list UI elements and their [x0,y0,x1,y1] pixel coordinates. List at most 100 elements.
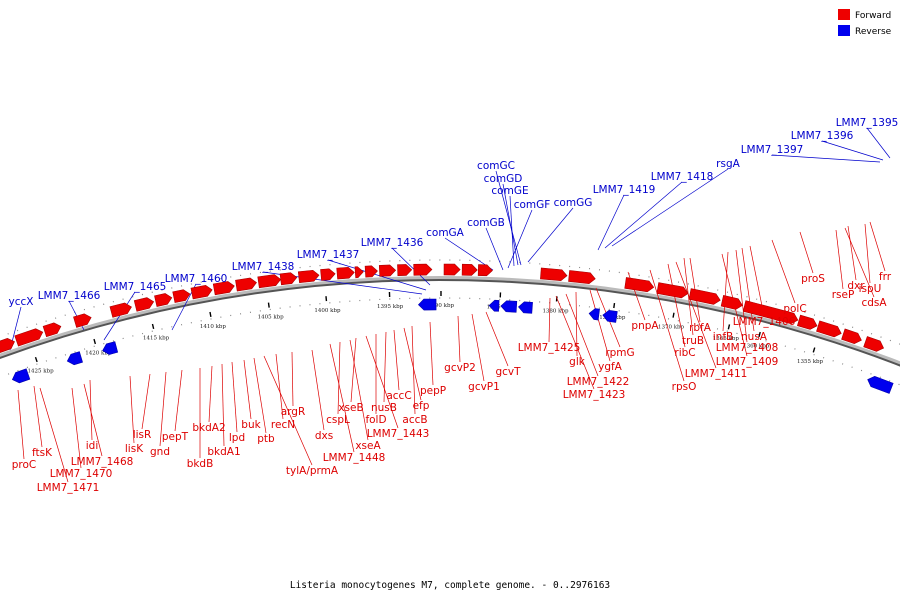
forward-gene-label[interactable]: frr [879,271,892,283]
forward-gene-label[interactable]: ispU [859,283,882,295]
reverse-gene-label[interactable]: LMM7_1396 [791,130,854,142]
reverse-gene-label[interactable]: LMM7_1438 [232,261,295,273]
forward-gene[interactable] [320,268,336,281]
forward-gene[interactable] [656,282,689,299]
forward-gene[interactable] [0,338,15,354]
forward-gene-label[interactable]: lpd [229,432,245,444]
forward-gene[interactable] [413,263,433,276]
forward-gene-label[interactable]: pepP [420,385,446,397]
reverse-gene-label[interactable]: LMM7_1418 [651,171,714,183]
forward-gene-label[interactable]: ptb [257,433,275,445]
forward-gene-label[interactable]: infB [713,331,733,343]
forward-gene-label[interactable]: efp [413,400,430,412]
forward-gene[interactable] [742,300,799,325]
forward-gene[interactable] [797,314,818,330]
reverse-gene[interactable] [500,300,518,313]
forward-gene-label[interactable]: nusA [741,331,768,343]
forward-gene-label[interactable]: gnd [150,446,170,458]
forward-gene-label[interactable]: rpsO [672,381,697,393]
forward-gene[interactable] [257,274,282,289]
forward-gene[interactable] [443,263,461,276]
forward-gene[interactable] [720,295,743,310]
forward-gene-label[interactable]: idi [86,440,99,452]
forward-gene[interactable] [863,336,885,352]
forward-gene-label[interactable]: proS [801,273,825,285]
forward-gene[interactable] [354,266,364,279]
forward-gene-label[interactable]: LMM7_1471 [37,482,100,494]
forward-gene-label[interactable]: accC [386,390,411,402]
forward-gene-label[interactable]: dxr [847,280,865,292]
reverse-gene[interactable] [602,310,618,323]
forward-gene-label[interactable]: LMM7_1448 [323,452,386,464]
reverse-gene-label[interactable]: comGG [554,197,593,209]
forward-gene[interactable] [14,328,44,347]
forward-gene[interactable] [212,281,235,296]
forward-gene[interactable] [568,270,596,284]
reverse-gene[interactable] [11,368,31,384]
forward-gene[interactable] [841,328,862,344]
reverse-gene-label[interactable]: LMM7_1397 [741,144,804,156]
forward-gene[interactable] [73,313,92,328]
forward-gene-label[interactable]: LMM7_1443 [367,428,430,440]
reverse-gene-label[interactable]: yccX [9,296,34,308]
forward-gene-label[interactable]: recN [271,419,295,431]
forward-gene-label[interactable]: rbfA [689,322,712,334]
reverse-gene[interactable] [867,375,894,394]
forward-gene[interactable] [624,277,655,293]
forward-gene[interactable] [133,297,155,312]
forward-gene-label[interactable]: tylA/prmA [286,465,339,477]
forward-gene-label[interactable]: bkdA2 [192,422,225,434]
forward-gene[interactable] [540,267,568,282]
forward-gene-label[interactable]: bkdB [187,458,214,470]
reverse-gene-label[interactable]: LMM7_1395 [836,117,899,129]
forward-gene-label[interactable]: folD [365,414,386,426]
forward-gene-label[interactable]: LMM7_1409 [716,356,779,368]
reverse-gene-label[interactable]: LMM7_1465 [104,281,167,293]
reverse-gene-label[interactable]: LMM7_1436 [361,237,424,249]
forward-gene-label[interactable]: bkdA1 [207,446,240,458]
forward-gene[interactable] [688,288,721,305]
reverse-gene[interactable] [518,301,533,314]
forward-gene[interactable] [477,264,493,277]
forward-gene-label[interactable]: proC [12,459,37,471]
forward-gene-label[interactable]: truB [682,335,704,347]
forward-gene-label[interactable]: gcvP2 [444,362,476,374]
forward-gene[interactable] [279,272,298,286]
forward-gene-label[interactable]: LMM7_1408 [716,342,779,354]
forward-gene-label[interactable]: rseP [832,289,855,301]
reverse-gene[interactable] [588,308,600,321]
reverse-gene-label[interactable]: LMM7_1466 [38,290,101,302]
forward-gene-label[interactable]: LMM7_1422 [567,376,630,388]
forward-gene-label[interactable]: nusB [371,402,397,414]
forward-gene[interactable] [397,264,413,277]
forward-gene-label[interactable]: gcvT [495,366,521,378]
forward-gene-label[interactable]: buk [241,419,261,431]
reverse-gene-label[interactable]: rsgA [716,158,740,170]
forward-gene-label[interactable]: lisR [133,429,152,441]
forward-gene-label[interactable]: LMM7_1425 [518,342,581,354]
forward-gene[interactable] [190,285,213,300]
forward-gene-label[interactable]: dxs [315,430,333,442]
reverse-gene[interactable] [488,299,500,312]
forward-gene-label[interactable]: gcvP1 [468,381,500,393]
forward-gene-label[interactable]: polC [783,303,806,315]
forward-gene[interactable] [42,322,62,338]
reverse-gene-label[interactable]: comGE [491,185,528,197]
forward-gene[interactable] [364,265,378,278]
forward-gene[interactable] [816,320,842,338]
forward-gene[interactable] [378,264,397,277]
forward-gene[interactable] [154,293,173,307]
forward-gene-label[interactable]: pnpA [631,320,659,332]
forward-gene-label[interactable]: xseA [355,440,381,452]
forward-gene-label[interactable]: pepT [162,431,189,443]
forward-gene-label[interactable]: ftsK [32,447,53,459]
reverse-gene-label[interactable]: comGF [514,199,551,211]
reverse-gene[interactable] [66,351,83,366]
forward-gene-label[interactable]: LMM7_1423 [563,389,626,401]
reverse-gene-label[interactable]: LMM7_1460 [165,273,228,285]
forward-gene-label[interactable]: cdsA [861,297,887,309]
forward-gene-label[interactable]: xseB [338,402,363,414]
reverse-gene-label[interactable]: comGD [484,173,523,185]
reverse-gene-label[interactable]: LMM7_1437 [297,249,360,261]
forward-gene-label[interactable]: lisK [125,443,144,455]
